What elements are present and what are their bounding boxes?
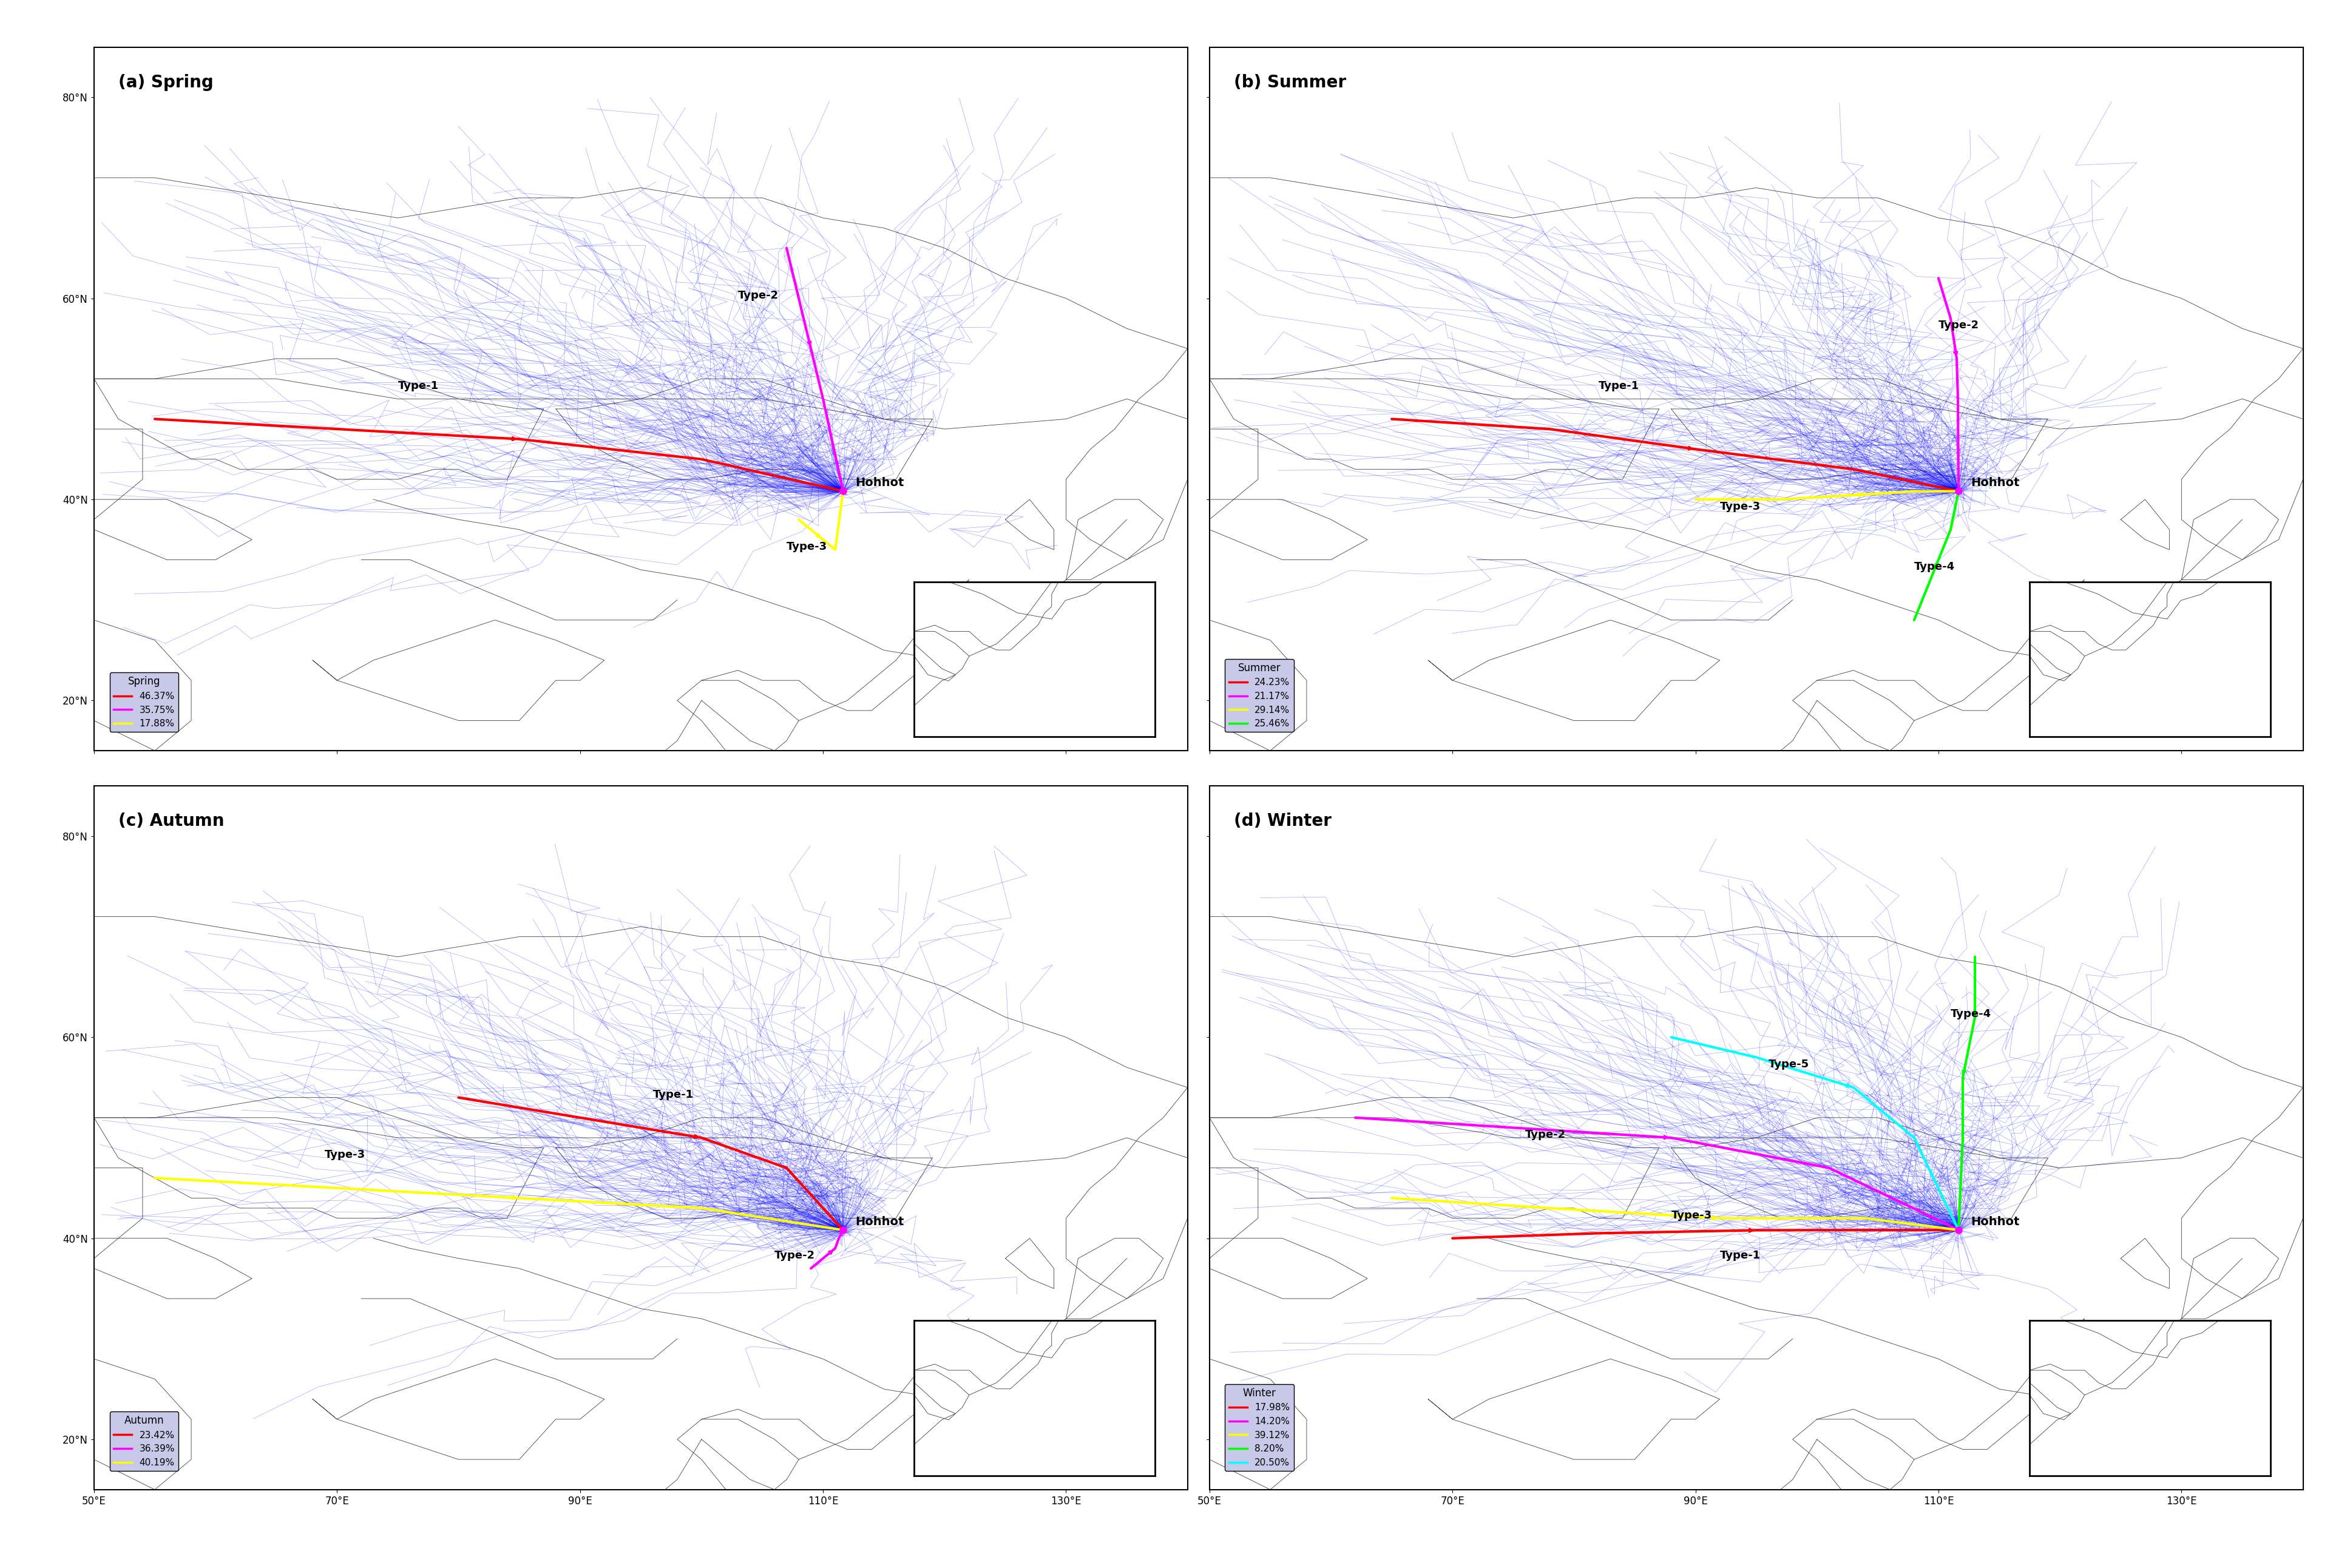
Text: Type-3: Type-3 xyxy=(1671,1209,1711,1220)
Text: Type-1: Type-1 xyxy=(653,1090,693,1101)
Text: Type-1: Type-1 xyxy=(1720,1250,1760,1261)
Text: Hohhot: Hohhot xyxy=(855,1215,905,1228)
Legend: 23.42%, 36.39%, 40.19%: 23.42%, 36.39%, 40.19% xyxy=(110,1411,179,1471)
Text: Type-5: Type-5 xyxy=(1767,1058,1810,1069)
Text: Type-2: Type-2 xyxy=(776,1250,815,1261)
Legend: 17.98%, 14.20%, 39.12%, 8.20%, 20.50%: 17.98%, 14.20%, 39.12%, 8.20%, 20.50% xyxy=(1224,1385,1295,1471)
Text: Type-2: Type-2 xyxy=(1525,1129,1565,1140)
Text: (b) Summer: (b) Summer xyxy=(1234,74,1347,91)
Text: Type-2: Type-2 xyxy=(738,290,778,301)
Text: Type-2: Type-2 xyxy=(1939,320,1979,331)
Text: Hohhot: Hohhot xyxy=(1972,477,2019,489)
Text: (d) Winter: (d) Winter xyxy=(1234,812,1332,829)
Text: (c) Autumn: (c) Autumn xyxy=(118,812,223,829)
Legend: 46.37%, 35.75%, 17.88%: 46.37%, 35.75%, 17.88% xyxy=(110,673,179,732)
Text: Type-3: Type-3 xyxy=(787,541,827,552)
Text: Type-1: Type-1 xyxy=(397,381,439,392)
Text: Type-4: Type-4 xyxy=(1915,561,1955,572)
Text: Hohhot: Hohhot xyxy=(1972,1215,2019,1228)
Text: Type-3: Type-3 xyxy=(1720,500,1760,511)
Text: Type-4: Type-4 xyxy=(1950,1008,1990,1019)
Text: (a) Spring: (a) Spring xyxy=(118,74,214,91)
Text: Type-3: Type-3 xyxy=(324,1149,367,1160)
Text: Hohhot: Hohhot xyxy=(855,477,905,489)
Text: Type-1: Type-1 xyxy=(1598,381,1638,392)
Legend: 24.23%, 21.17%, 29.14%, 25.46%: 24.23%, 21.17%, 29.14%, 25.46% xyxy=(1224,659,1293,732)
